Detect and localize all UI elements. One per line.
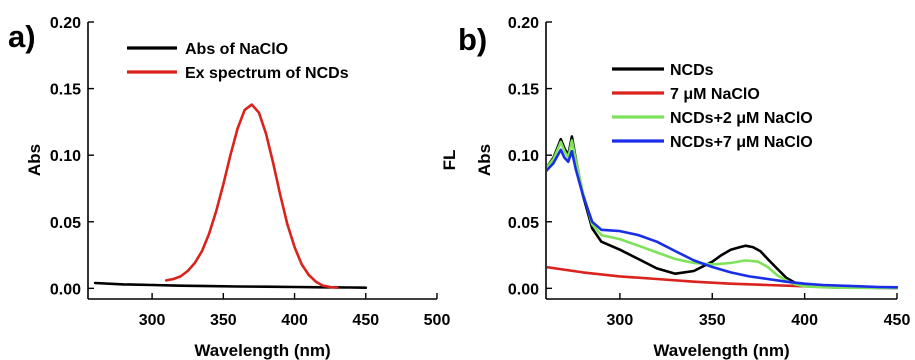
panel-letter: b) xyxy=(458,22,487,57)
series-line-ncds xyxy=(547,135,898,290)
y-axis-label: Abs xyxy=(25,144,44,176)
legend-label-ncds-7-m-naclo: NCDs+7 μM NaClO xyxy=(670,134,813,151)
x-tick-label: 350 xyxy=(699,312,726,329)
y-tick-label: 0.20 xyxy=(50,15,81,32)
x-tick-label: 400 xyxy=(791,312,818,329)
legend-label-7-m-naclo: 7 μM NaClO xyxy=(670,86,760,103)
fl-axis-label: FL xyxy=(440,150,459,171)
y-tick-label: 0.10 xyxy=(50,148,81,165)
panel-b: b) 0.00 0.05 0.10 0.15 0.20 300 350 400 450 Wavele… xyxy=(440,15,910,360)
x-axis-label: Wavelength (nm) xyxy=(194,341,330,360)
legend-label-ex-spectrum-of-ncds: Ex spectrum of NCDs xyxy=(185,65,349,82)
y-tick-label: 0.15 xyxy=(508,82,539,99)
series-line-ncds-7-m-naclo xyxy=(547,148,898,289)
series-line-ex-spectrum-of-ncds xyxy=(165,103,339,289)
x-tick-label: 450 xyxy=(884,312,911,329)
legend-label-ncds: NCDs xyxy=(670,62,714,79)
y-tick-label: 0.05 xyxy=(50,215,81,232)
y-tick-label: 0.00 xyxy=(50,281,81,298)
panel-letter: a) xyxy=(8,19,36,54)
x-tick-label: 300 xyxy=(607,312,634,329)
x-tick-label: 300 xyxy=(139,312,166,329)
legend-label-abs-of-naclo: Abs of NaClO xyxy=(185,41,288,58)
x-tick-label: 350 xyxy=(210,312,237,329)
y-tick-label: 0.05 xyxy=(508,215,539,232)
y-axis-label: Abs xyxy=(475,144,494,176)
y-tick-label: 0.15 xyxy=(50,82,81,99)
legend-label-ncds-2-m-naclo: NCDs+2 μM NaClO xyxy=(670,110,813,127)
y-tick-label: 0.20 xyxy=(508,15,539,32)
y-tick-label: 0.10 xyxy=(508,148,539,165)
x-tick-label: 400 xyxy=(281,312,308,329)
panel-a: a) 0.00 0.05 0.10 0.15 0.20 300 350 400 450 500 Wav… xyxy=(8,15,450,360)
x-tick-label: 500 xyxy=(424,312,451,329)
y-tick-label: 0.00 xyxy=(508,281,539,298)
x-axis-label: Wavelength (nm) xyxy=(653,341,789,360)
x-tick-label: 450 xyxy=(352,312,379,329)
series-line-ncds-2-m-naclo xyxy=(547,139,898,290)
